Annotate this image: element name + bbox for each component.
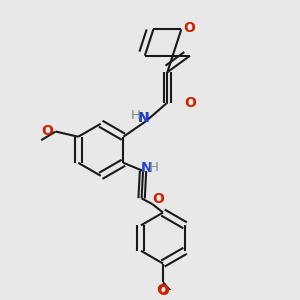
Text: O: O — [157, 284, 169, 298]
Text: H: H — [149, 161, 159, 174]
Text: N: N — [141, 161, 152, 175]
Text: O: O — [41, 124, 53, 138]
Text: O: O — [152, 192, 164, 206]
Text: H: H — [131, 109, 141, 122]
Text: O: O — [184, 96, 196, 110]
Text: N: N — [137, 111, 149, 125]
Text: N: N — [137, 111, 149, 125]
Text: O: O — [157, 284, 168, 298]
Text: O: O — [184, 21, 195, 35]
